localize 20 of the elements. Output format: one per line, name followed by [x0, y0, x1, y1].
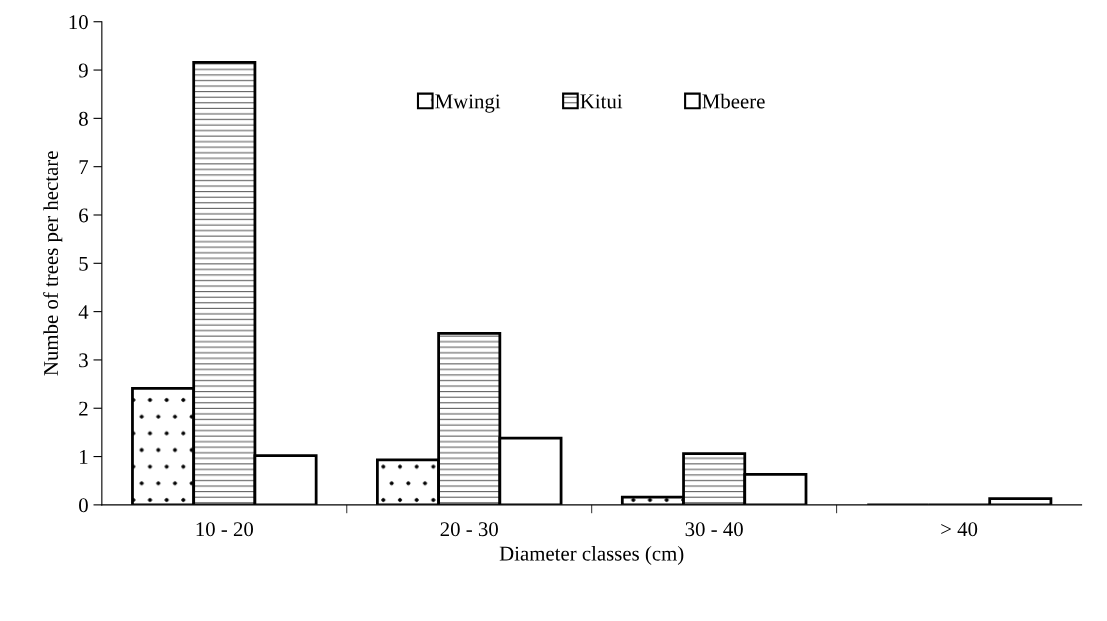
- y-tick-label: 8: [79, 111, 88, 126]
- y-tick-label: 3: [79, 353, 88, 368]
- x-tick-label: 30 - 40: [685, 522, 743, 537]
- x-axis-title: Diameter classes (cm): [499, 545, 684, 565]
- x-tick-label: 20 - 30: [440, 522, 498, 537]
- x-tick-label: 10 - 20: [196, 522, 254, 537]
- y-tick-label: 9: [78, 63, 88, 78]
- legend-label: Kitui: [580, 94, 623, 109]
- y-tick-label: 7: [79, 160, 89, 174]
- y-tick-label: 1: [80, 450, 88, 464]
- y-tick-label: 6: [79, 208, 89, 223]
- y-tick-label: 0: [79, 498, 88, 513]
- legend-label: Mwingi: [435, 94, 501, 113]
- y-tick-label: 10: [69, 15, 88, 30]
- y-tick-label: 4: [78, 305, 89, 319]
- y-axis-title: Numbe of trees per hectare: [43, 151, 63, 376]
- legend-label: Mbeere: [702, 93, 765, 109]
- y-tick-label: 5: [79, 256, 88, 271]
- x-tick-label: > 40: [941, 522, 978, 537]
- y-tick-label: 2: [79, 401, 88, 416]
